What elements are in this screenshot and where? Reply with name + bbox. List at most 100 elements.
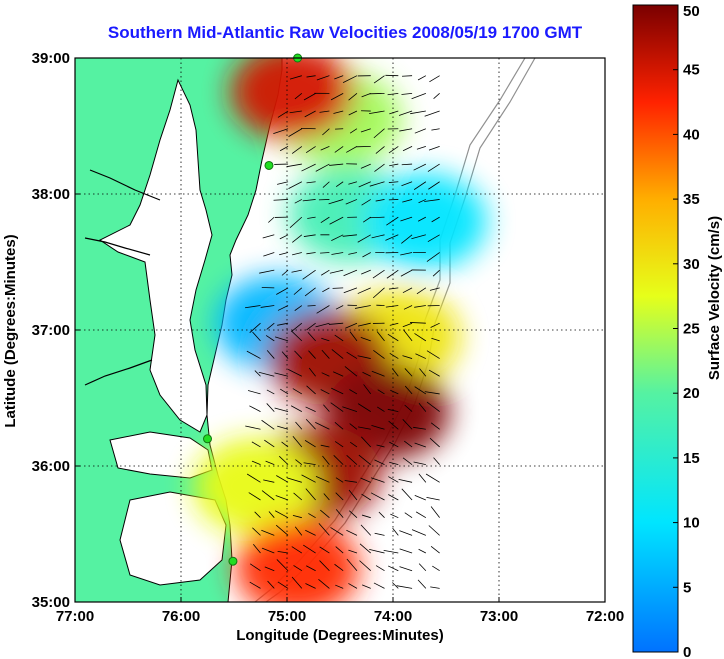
velocity-vector — [415, 353, 427, 359]
velocity-vector — [320, 389, 330, 395]
velocity-vector — [346, 558, 358, 571]
velocity-vector — [433, 457, 440, 465]
velocity-vector — [402, 199, 413, 203]
velocity-vector — [400, 216, 413, 222]
velocity-vector — [263, 252, 275, 257]
velocity-vector — [261, 547, 275, 554]
velocity-vector — [357, 287, 371, 294]
velocity-vector — [387, 565, 399, 572]
velocity-vector — [315, 163, 330, 172]
velocity-vector — [331, 349, 344, 359]
velocity-region-delaware-bay-mouth — [230, 58, 355, 140]
velocity-vector — [292, 252, 302, 256]
velocity-vector — [414, 386, 427, 395]
velocity-vector — [402, 146, 413, 152]
velocity-vector — [348, 181, 358, 185]
velocity-vector — [400, 269, 413, 277]
velocity-vector — [376, 444, 385, 448]
velocity-vector — [425, 473, 440, 483]
radar-site-2 — [264, 160, 274, 170]
velocity-vector — [430, 422, 440, 430]
velocity-vector — [362, 216, 371, 223]
velocity-vector — [291, 331, 303, 342]
velocity-vector — [263, 479, 275, 483]
x-axis: 77:00 76:00 75:00 74:00 73:00 72:00 — [56, 597, 624, 625]
velocity-vector — [369, 181, 385, 187]
velocity-vector — [303, 234, 316, 237]
velocity-vector — [322, 287, 330, 293]
velocity-vector — [378, 511, 385, 518]
velocity-vector — [328, 322, 344, 325]
velocity-vector — [388, 476, 399, 483]
velocity-vector — [334, 334, 344, 342]
velocity-vector — [279, 252, 289, 256]
velocity-vector — [291, 546, 303, 554]
velocity-vector — [403, 440, 413, 448]
velocity-vector — [416, 146, 426, 150]
velocity-vector — [401, 163, 413, 166]
velocity-vector — [319, 560, 330, 571]
velocity-vector — [274, 407, 289, 412]
velocity-vector — [335, 509, 344, 518]
velocity-region-southern-tip — [235, 520, 360, 602]
velocity-vector — [294, 305, 303, 311]
velocity-vector — [329, 269, 344, 274]
velocity-vector — [354, 305, 371, 309]
velocity-vector — [357, 426, 371, 430]
grid-lines — [75, 58, 605, 602]
y-tick-label: 37:00 — [32, 322, 70, 339]
velocity-vector — [418, 473, 427, 483]
velocity-vector — [276, 559, 289, 572]
velocity-vector — [402, 419, 413, 430]
colorbar-tick-label: 15 — [683, 450, 700, 467]
velocity-vector — [377, 389, 385, 395]
velocity-vector — [266, 350, 275, 359]
velocity-vector — [320, 444, 330, 448]
velocity-vector — [293, 565, 303, 572]
velocity-vector — [252, 331, 261, 342]
velocity-vector — [261, 529, 275, 536]
velocity-vector — [331, 252, 344, 255]
velocity-vector — [348, 110, 358, 116]
velocity-vector — [303, 462, 316, 466]
x-tick-label: 77:00 — [56, 608, 94, 625]
velocity-vector — [428, 369, 440, 377]
velocity-vector — [426, 496, 440, 501]
velocity-vector — [414, 442, 426, 448]
y-tick-label: 39:00 — [32, 50, 70, 67]
velocity-field — [193, 58, 487, 602]
velocity-vector — [375, 146, 385, 154]
velocity-vector — [330, 93, 344, 101]
velocity-vector — [372, 269, 385, 279]
y-tick-label: 35:00 — [32, 594, 70, 611]
velocity-vector — [260, 305, 275, 308]
velocity-vector — [306, 252, 316, 255]
velocity-vector — [306, 322, 316, 331]
velocity-vector — [308, 350, 316, 359]
velocity-vector — [427, 234, 440, 243]
velocity-vector — [413, 181, 427, 190]
velocity-vector — [321, 349, 330, 359]
velocity-vector — [293, 287, 303, 295]
velocity-vector — [361, 199, 371, 206]
velocity-vector — [411, 529, 427, 536]
colorbar-tick-label: 30 — [683, 256, 700, 273]
colorbar-tick-label: 20 — [683, 385, 700, 402]
velocity-vector — [399, 530, 413, 536]
velocity-vector — [419, 368, 427, 377]
velocity-vector — [266, 403, 275, 412]
velocity-vector — [322, 181, 330, 188]
velocity-vector — [403, 305, 413, 310]
velocity-vector — [389, 352, 399, 359]
velocity-vector — [323, 404, 330, 412]
velocity-vector — [265, 460, 275, 466]
velocity-vector — [401, 181, 413, 187]
velocity-vector — [357, 234, 371, 243]
velocity-vector — [362, 371, 371, 377]
velocity-vector — [261, 490, 275, 501]
velocity-vector — [304, 110, 316, 118]
velocity-vector — [303, 544, 316, 554]
velocity-vector — [277, 550, 289, 554]
river-north — [89, 169, 161, 201]
velocity-vector — [392, 582, 399, 589]
